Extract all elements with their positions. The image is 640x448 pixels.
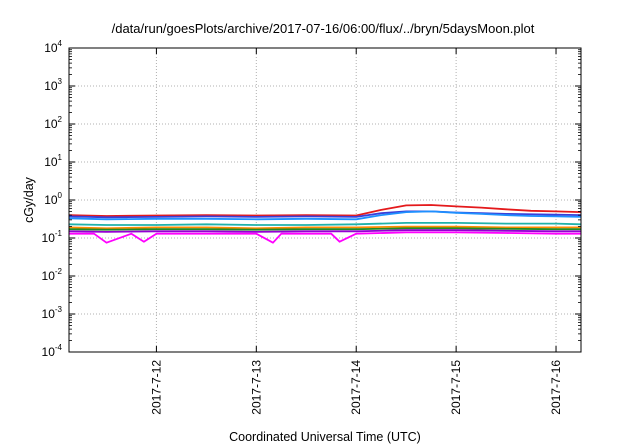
series-line-6 xyxy=(68,227,581,231)
x-axis-label: Coordinated Universal Time (UTC) xyxy=(229,430,421,444)
x-tick-label: 2017-7-13 xyxy=(249,360,263,415)
y-axis-label: cGy/day xyxy=(22,176,36,223)
series-line-4 xyxy=(68,221,582,226)
y-tick-label: 10-2 xyxy=(42,267,63,283)
y-tick-label: 101 xyxy=(44,153,62,169)
chart-title: /data/run/goesPlots/archive/2017-07-16/0… xyxy=(112,21,535,36)
y-tick-label: 10-3 xyxy=(42,305,63,321)
y-tick-base: 10 xyxy=(42,345,56,359)
series-line-3 xyxy=(68,210,582,221)
y-tick-exponent: 4 xyxy=(58,39,63,48)
y-tick-label: 103 xyxy=(44,77,62,93)
series-line-8 xyxy=(69,231,581,244)
ticks xyxy=(69,47,581,353)
y-tick-label: 102 xyxy=(44,115,62,131)
y-tick-exponent: 1 xyxy=(58,153,63,162)
y-tick-base: 10 xyxy=(44,155,58,169)
y-tick-exponent: -1 xyxy=(55,229,63,238)
y-tick-exponent: 3 xyxy=(58,77,63,86)
grid xyxy=(69,48,581,352)
y-tick-base: 10 xyxy=(42,307,56,321)
series-layer xyxy=(68,204,582,244)
y-tick-base: 10 xyxy=(44,79,58,93)
x-tick-label: 2017-7-16 xyxy=(549,360,563,415)
series-line-1 xyxy=(68,204,582,217)
series-line-2 xyxy=(68,210,582,219)
series-line-5 xyxy=(68,225,581,230)
y-tick-base: 10 xyxy=(44,41,58,55)
x-tick-label: 2017-7-15 xyxy=(449,360,463,415)
y-tick-base: 10 xyxy=(42,231,56,245)
y-tick-base: 10 xyxy=(44,193,58,207)
y-tick-exponent: 0 xyxy=(58,191,63,200)
y-tick-label: 10-1 xyxy=(42,229,63,245)
y-tick-exponent: -3 xyxy=(55,305,63,314)
y-tick-label: 104 xyxy=(44,39,62,55)
y-tick-label: 10-4 xyxy=(42,343,63,359)
y-tick-base: 10 xyxy=(44,117,58,131)
x-tick-label: 2017-7-12 xyxy=(149,360,163,415)
x-tick-label: 2017-7-14 xyxy=(349,360,363,415)
y-tick-exponent: -2 xyxy=(55,267,63,276)
y-tick-label: 100 xyxy=(44,191,62,207)
series-line-7 xyxy=(68,229,581,233)
y-tick-exponent: -4 xyxy=(55,343,63,352)
x-tick-labels: 2017-7-12 2017-7-13 2017-7-14 2017-7-15 2017… xyxy=(149,360,563,415)
y-tick-exponent: 2 xyxy=(58,115,63,124)
y-tick-base: 10 xyxy=(42,269,56,283)
